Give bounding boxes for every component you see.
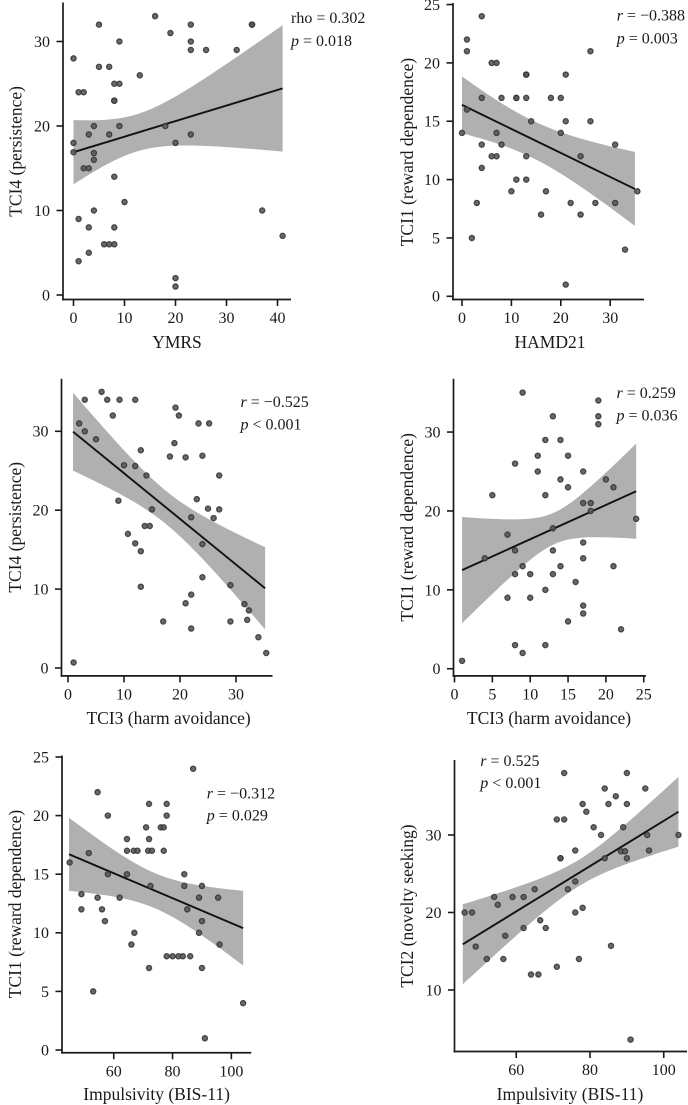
svg-text:TCI2 (novelty seeking): TCI2 (novelty seeking) [397, 824, 417, 987]
svg-text:TCI1 (reward dependence): TCI1 (reward dependence) [5, 810, 25, 999]
svg-text:10: 10 [34, 203, 50, 220]
svg-text:p = 0.018: p = 0.018 [290, 33, 352, 50]
svg-text:10: 10 [33, 925, 49, 942]
svg-text:10: 10 [424, 172, 440, 189]
svg-text:30: 30 [228, 686, 244, 703]
svg-text:80: 80 [582, 1062, 598, 1079]
svg-text:20: 20 [172, 686, 188, 703]
svg-text:0: 0 [64, 686, 72, 703]
svg-text:100: 100 [219, 1063, 243, 1080]
svg-text:10: 10 [117, 310, 133, 327]
svg-text:p = 0.003: p = 0.003 [616, 30, 678, 47]
svg-text:0: 0 [432, 289, 440, 306]
svg-text:0: 0 [458, 310, 466, 327]
svg-text:20: 20 [553, 310, 569, 327]
svg-text:20: 20 [33, 503, 49, 520]
svg-text:25: 25 [33, 749, 49, 766]
svg-text:20: 20 [424, 55, 440, 72]
svg-text:20: 20 [425, 503, 441, 520]
svg-text:0: 0 [451, 686, 459, 703]
svg-text:30: 30 [426, 827, 442, 844]
svg-text:60: 60 [106, 1063, 122, 1080]
svg-text:40: 40 [270, 310, 286, 327]
svg-text:0: 0 [70, 310, 78, 327]
svg-text:5: 5 [41, 984, 49, 1001]
svg-text:20: 20 [34, 118, 50, 135]
svg-text:10: 10 [116, 686, 132, 703]
svg-text:p = 0.029: p = 0.029 [206, 808, 268, 825]
svg-text:5: 5 [432, 230, 440, 247]
svg-text:10: 10 [33, 582, 49, 599]
svg-text:30: 30 [33, 424, 49, 441]
svg-text:80: 80 [165, 1063, 181, 1080]
svg-text:rho = 0.302: rho = 0.302 [291, 10, 365, 27]
svg-text:TCI1 (reward dependence): TCI1 (reward dependence) [397, 58, 417, 247]
svg-text:20: 20 [33, 808, 49, 825]
svg-text:30: 30 [34, 34, 50, 51]
svg-text:r = −0.312: r = −0.312 [207, 785, 275, 802]
svg-text:15: 15 [560, 686, 576, 703]
svg-text:Impulsivity (BIS-11): Impulsivity (BIS-11) [83, 1084, 230, 1104]
svg-text:10: 10 [426, 982, 442, 999]
svg-text:r = 0.259: r = 0.259 [617, 385, 676, 402]
svg-text:30: 30 [602, 310, 618, 327]
svg-text:10: 10 [425, 582, 441, 599]
svg-text:p = 0.036: p = 0.036 [616, 408, 678, 425]
svg-text:0: 0 [42, 287, 50, 304]
svg-text:10: 10 [503, 310, 519, 327]
svg-text:30: 30 [425, 424, 441, 441]
svg-text:YMRS: YMRS [152, 332, 202, 352]
svg-text:r = −0.525: r = −0.525 [241, 394, 309, 411]
svg-text:25: 25 [424, 0, 440, 14]
svg-text:TCI3 (harm avoidance): TCI3 (harm avoidance) [467, 708, 631, 728]
svg-text:15: 15 [33, 867, 49, 884]
svg-text:0: 0 [433, 661, 441, 678]
svg-text:15: 15 [424, 114, 440, 131]
svg-text:TCI4 (persistence): TCI4 (persistence) [5, 462, 25, 593]
svg-text:100: 100 [652, 1062, 676, 1079]
svg-text:HAMD21: HAMD21 [515, 332, 586, 352]
svg-text:TCI3 (harm avoidance): TCI3 (harm avoidance) [86, 708, 250, 728]
svg-text:30: 30 [219, 310, 235, 327]
svg-text:5: 5 [488, 686, 496, 703]
svg-text:TCI1 (reward dependence): TCI1 (reward dependence) [397, 433, 417, 622]
svg-text:10: 10 [522, 686, 538, 703]
svg-text:r = −0.388: r = −0.388 [617, 8, 685, 25]
svg-text:60: 60 [508, 1062, 524, 1079]
svg-text:20: 20 [168, 310, 184, 327]
svg-text:r = 0.525: r = 0.525 [480, 753, 539, 770]
svg-text:20: 20 [426, 905, 442, 922]
svg-text:TCI4 (persistence): TCI4 (persistence) [6, 86, 26, 217]
svg-text:p < 0.001: p < 0.001 [479, 775, 541, 792]
svg-text:0: 0 [41, 660, 49, 677]
svg-text:25: 25 [636, 686, 652, 703]
svg-text:0: 0 [41, 1042, 49, 1059]
svg-text:20: 20 [598, 686, 614, 703]
svg-text:Impulsivity (BIS-11): Impulsivity (BIS-11) [497, 1084, 644, 1104]
svg-text:p < 0.001: p < 0.001 [240, 417, 302, 434]
